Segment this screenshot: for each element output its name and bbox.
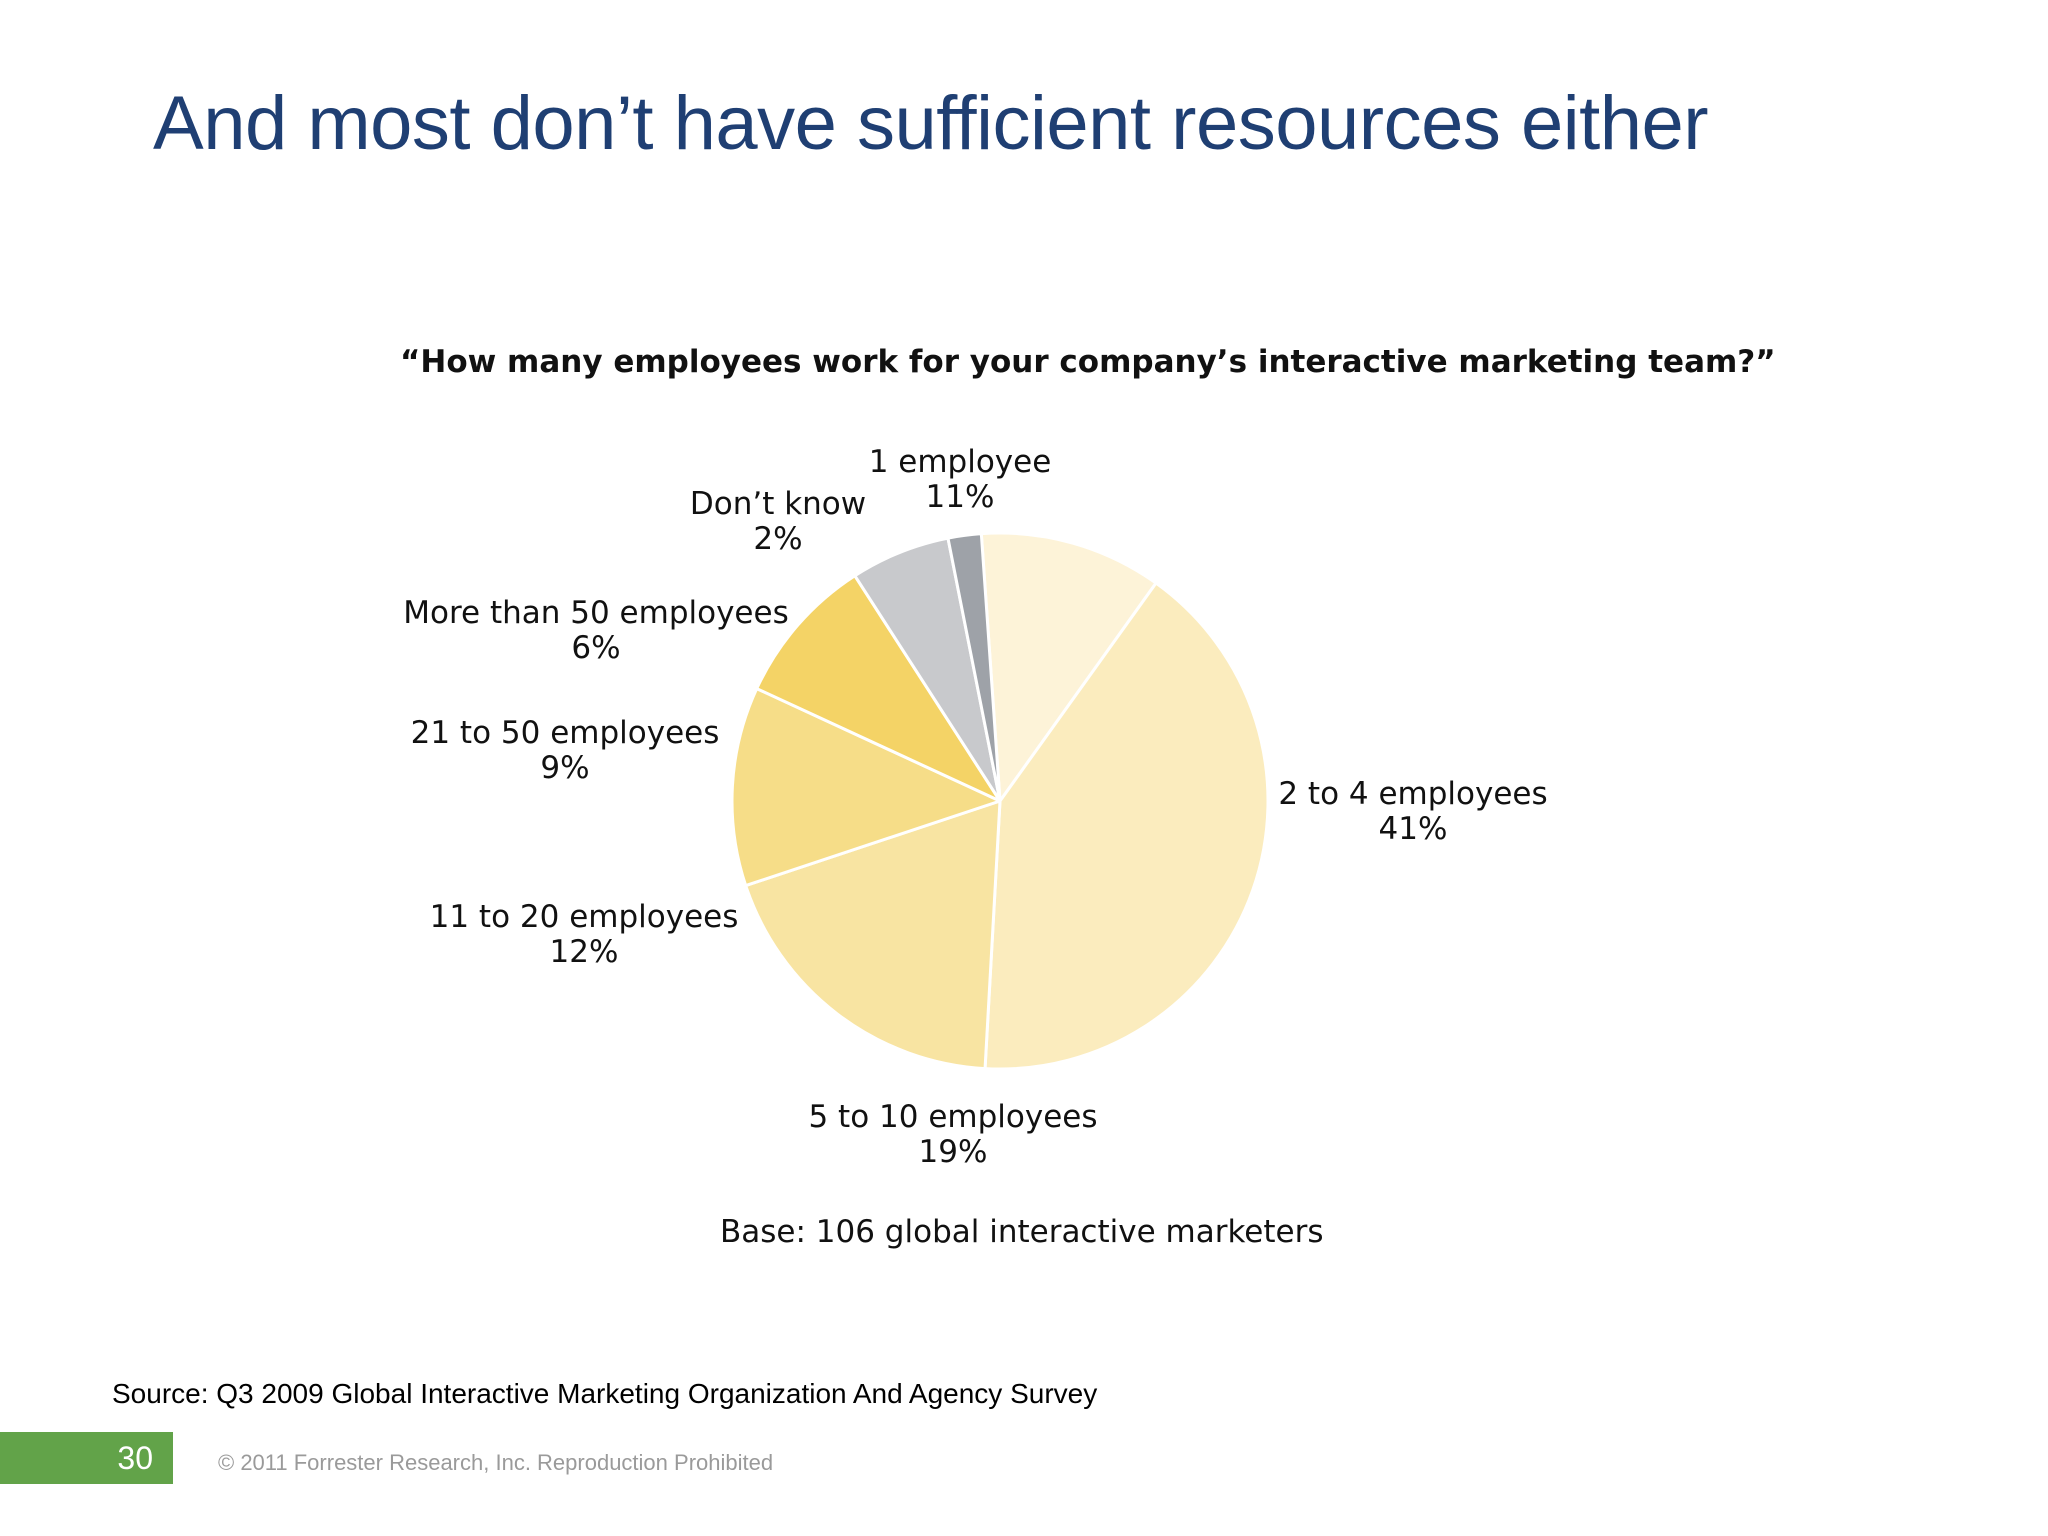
slice-value-6: 6% <box>571 630 620 666</box>
slice-name-4: 11 to 20 employees <box>430 899 739 935</box>
slice-name-7: Don’t know <box>690 486 866 522</box>
slice-value-3: 19% <box>919 1134 988 1170</box>
slice-name-2: 2 to 4 employees <box>1278 776 1547 812</box>
slice-value-5: 9% <box>540 750 589 786</box>
pie-slices <box>730 531 1270 1071</box>
slice-name-5: 21 to 50 employees <box>411 715 720 751</box>
copyright-notice: © 2011 Forrester Research, Inc. Reproduc… <box>218 1450 774 1475</box>
pie-labels: 1 employee 11% 2 to 4 employees 41% 5 to 10 … <box>403 444 1547 1170</box>
slice-label-4: 11 to 20 employees 12% <box>430 899 739 970</box>
pie-slice-4 <box>730 687 1002 888</box>
pie-slice-3 <box>744 799 1002 1071</box>
slice-label-5: 21 to 50 employees 9% <box>411 715 720 786</box>
slide-title: And most don’t have sufficient resources… <box>153 81 1709 166</box>
pie-slice-7 <box>946 532 1002 803</box>
slice-name-6: More than 50 employees <box>403 595 788 631</box>
slice-label-7: Don’t know 2% <box>690 486 866 557</box>
pie-slice-2 <box>983 581 1270 1071</box>
source-note: Source: Q3 2009 Global Interactive Marke… <box>112 1378 1098 1409</box>
page-number: 30 <box>0 1432 173 1484</box>
slice-value-4: 12% <box>550 934 619 970</box>
slice-name-3: 5 to 10 employees <box>808 1099 1097 1135</box>
slice-label-2: 2 to 4 employees 41% <box>1278 776 1547 847</box>
pie-slice-5 <box>755 574 1002 803</box>
pie-slice-1 <box>979 531 1158 803</box>
slice-value-7: 2% <box>753 521 802 557</box>
slice-label-6: More than 50 employees 6% <box>403 595 788 666</box>
slice-name-1: 1 employee <box>869 444 1052 480</box>
chart-question: “How many employees work for your compan… <box>400 344 1776 380</box>
slice-value-2: 41% <box>1379 811 1448 847</box>
slice-value-1: 11% <box>926 479 995 515</box>
slice-label-3: 5 to 10 employees 19% <box>808 1099 1097 1170</box>
base-note: Base: 106 global interactive marketers <box>720 1214 1324 1250</box>
slice-label-1: 1 employee 11% <box>869 444 1052 515</box>
